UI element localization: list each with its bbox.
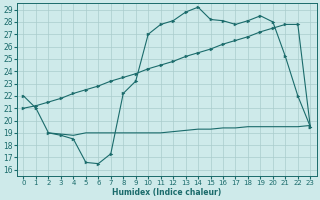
- X-axis label: Humidex (Indice chaleur): Humidex (Indice chaleur): [112, 188, 221, 197]
